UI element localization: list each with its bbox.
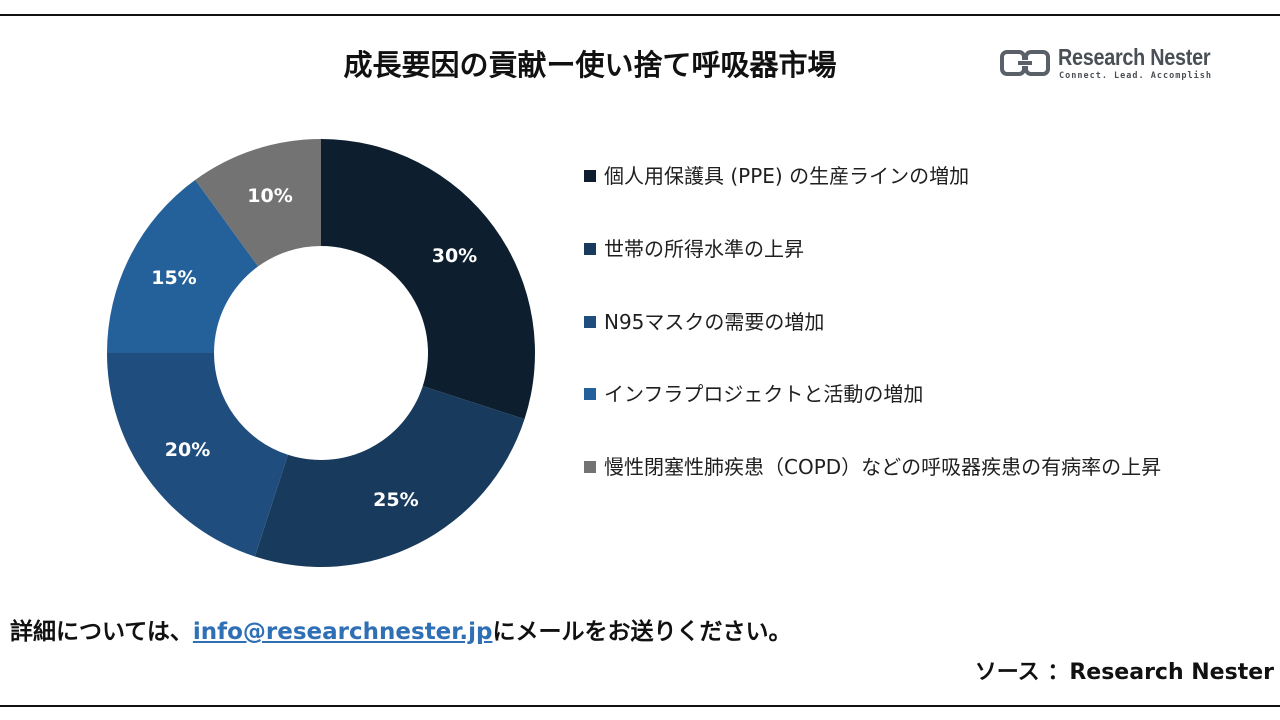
donut-slice-5 [195,139,321,267]
legend-label-3: N95マスクの需要の増加 [604,310,825,334]
donut-chart-svg: 30% 25% 20% 15% 10% [107,139,535,567]
legend-label-4: インフラプロジェクトと活動の増加 [604,382,924,406]
top-rule [0,14,1280,16]
legend-label-1: 個人用保護具 (PPE) の生産ラインの増加 [604,164,970,188]
donut-chart: 30% 25% 20% 15% 10% [96,128,546,578]
slice-value-label-4: 15% [151,267,196,289]
research-nester-logo: Research Nester Connect. Lead. Accomplis… [1000,44,1230,86]
donut-slice-2 [254,386,525,567]
donut-slice-3 [107,353,288,557]
logo-name: Research Nester [1058,44,1211,70]
logo-mark-icon [1000,50,1050,76]
legend-swatch-1 [584,170,596,182]
slice-value-label-3: 20% [165,439,210,461]
donut-slice-4 [107,179,259,353]
legend-label-5: 慢性閉塞性肺疾患（COPD）などの呼吸器疾患の有病率の上昇 [604,455,1162,479]
legend-swatch-5 [584,461,596,473]
contact-email-link[interactable]: info@researchnester.jp [192,619,493,645]
donut-slice-1 [321,139,535,420]
legend-item-3: N95マスクの需要の増加 [584,302,1224,342]
slice-value-label-5: 10% [247,185,292,207]
legend-item-4: インフラプロジェクトと活動の増加 [584,374,1224,414]
source-credit: ソース ：Research Nester [974,660,1274,685]
bottom-rule [0,705,1280,707]
contact-note: 詳細については、info@researchnester.jpにメールをお送りくだ… [10,612,791,646]
legend-item-5: 慢性閉塞性肺疾患（COPD）などの呼吸器疾患の有病率の上昇 [584,447,1184,487]
legend-label-2: 世帯の所得水準の上昇 [604,237,804,261]
legend-swatch-2 [584,243,596,255]
slice-value-label-2: 25% [373,489,418,511]
contact-prefix: 詳細については、 [10,619,193,645]
legend-swatch-3 [584,316,596,328]
logo-tagline: Connect. Lead. Accomplish [1059,71,1212,81]
contact-suffix: にメールをお送りください。 [492,619,792,645]
chart-title: 成長要因の貢献ー使い捨て呼吸器市場 [343,48,837,82]
legend-swatch-4 [584,388,596,400]
legend-item-1: 個人用保護具 (PPE) の生産ラインの増加 [584,156,1224,196]
legend-item-2: 世帯の所得水準の上昇 [584,229,1224,269]
slice-value-label-1: 30% [432,245,477,267]
